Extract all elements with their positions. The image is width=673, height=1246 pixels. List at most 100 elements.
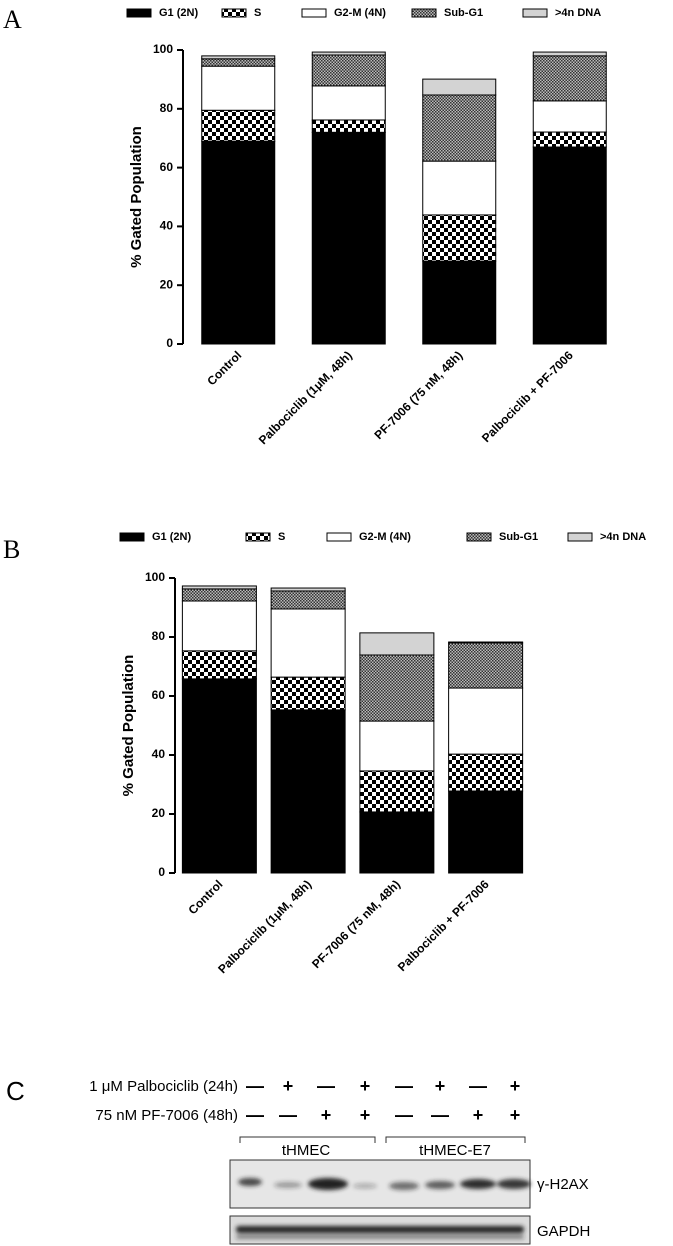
bar-segment (532, 146, 607, 345)
bar-segment (201, 65, 276, 111)
bar-segment (181, 650, 257, 680)
bar-segment (181, 600, 257, 652)
bar-segment (448, 641, 524, 644)
legend-swatch (326, 532, 352, 542)
y-tick-label: 0 (166, 336, 173, 350)
group-label: tHMEC-E7 (419, 1142, 491, 1159)
legend-label: G1 (2N) (159, 7, 198, 19)
legend-label: Sub-G1 (499, 531, 538, 543)
bar-segment (201, 55, 276, 60)
y-tick-label: 0 (158, 865, 165, 879)
legend-label: Sub-G1 (444, 7, 483, 19)
bar-segment (270, 608, 346, 678)
group-label: tHMEC (282, 1142, 331, 1159)
lane-symbol: — (279, 1105, 297, 1125)
bar-segment (359, 654, 435, 722)
bar-segment (422, 78, 497, 96)
treatment-label: 75 nM PF-7006 (48h) (95, 1107, 238, 1124)
bar-segment (422, 260, 497, 345)
bar-segment (201, 58, 276, 67)
legend-label: >4n DNA (600, 531, 646, 543)
y-tick-label: 20 (160, 277, 174, 291)
bar-segment (181, 678, 257, 874)
bar-segment (422, 214, 497, 262)
x-tick-label: Palbociclib (1μM, 48h) (215, 877, 314, 976)
y-tick-label: 20 (152, 806, 166, 820)
panel-label: B (3, 535, 20, 564)
y-tick-label: 100 (153, 42, 173, 56)
panel-label: A (3, 5, 22, 34)
bar-segment (181, 585, 257, 590)
x-tick-label: Palbociclib (1μM, 48h) (256, 348, 355, 447)
bar-segment (422, 160, 497, 216)
bar-segment (201, 109, 276, 142)
bar-segment (532, 55, 607, 102)
x-tick-label: Control (185, 877, 225, 917)
legend-label: G1 (2N) (152, 531, 191, 543)
y-tick-label: 60 (160, 160, 174, 174)
x-tick-label: Palbociclib + PF-7006 (395, 877, 492, 974)
y-tick-label: 80 (160, 101, 174, 115)
band-label: γ-H2AX (537, 1176, 589, 1193)
lane-symbol: — (395, 1076, 413, 1096)
legend-swatch (522, 8, 548, 18)
legend-swatch (567, 532, 593, 542)
lane-symbol: — (246, 1076, 264, 1096)
x-tick-label: Control (204, 348, 244, 388)
legend-swatch (301, 8, 327, 18)
legend-label: G2-M (4N) (334, 7, 386, 19)
bar-segment (448, 790, 524, 874)
y-tick-label: 60 (152, 688, 166, 702)
bar-segment (532, 51, 607, 57)
bar-segment (270, 587, 346, 592)
bar-segment (181, 588, 257, 602)
bar-segment (201, 140, 276, 345)
x-tick-label: PF-7006 (75 nM, 48h) (309, 877, 403, 971)
lane-symbol: + (360, 1076, 371, 1096)
lane-symbol: + (360, 1105, 371, 1125)
bar-segment (311, 131, 386, 345)
lane-symbol: + (473, 1105, 484, 1125)
bar-segment (448, 642, 524, 689)
bar-segment (532, 100, 607, 133)
y-axis-label: % Gated Population (120, 655, 137, 797)
legend-label: >4n DNA (555, 7, 601, 19)
bar-segment (532, 131, 607, 148)
legend-label: G2-M (4N) (359, 531, 411, 543)
lane-symbol: + (435, 1076, 446, 1096)
lane-symbol: — (395, 1105, 413, 1125)
lane-symbol: — (317, 1076, 335, 1096)
bar-segment (270, 590, 346, 610)
bar-segment (359, 770, 435, 813)
bar-segment (270, 676, 346, 711)
bar-segment (448, 753, 524, 792)
y-tick-label: 40 (160, 219, 174, 233)
lane-symbol: + (510, 1076, 521, 1096)
bar-segment (359, 720, 435, 772)
bar-segment (311, 119, 386, 133)
legend-swatch (221, 8, 247, 18)
bar-segment (270, 709, 346, 874)
lane-symbol: — (431, 1105, 449, 1125)
bar-segment (422, 94, 497, 162)
lane-symbol: + (321, 1105, 332, 1125)
legend-swatch (119, 532, 145, 542)
bar-segment (359, 632, 435, 656)
legend-swatch (126, 8, 152, 18)
x-tick-label: Palbociclib + PF-7006 (479, 348, 576, 445)
y-axis-label: % Gated Population (128, 126, 145, 268)
bar-segment (311, 54, 386, 87)
panel-label: C (6, 1076, 25, 1106)
y-tick-label: 100 (145, 570, 165, 584)
blot (229, 1136, 531, 1245)
lane-symbol: + (510, 1105, 521, 1125)
y-tick-label: 80 (152, 629, 166, 643)
legend-swatch (245, 532, 271, 542)
lane-symbol: — (469, 1076, 487, 1096)
legend-swatch (411, 8, 437, 18)
bar-segment (448, 687, 524, 755)
band-label: GAPDH (537, 1223, 590, 1240)
bar-segment (311, 51, 386, 56)
x-tick-label: PF-7006 (75 nM, 48h) (372, 348, 466, 442)
